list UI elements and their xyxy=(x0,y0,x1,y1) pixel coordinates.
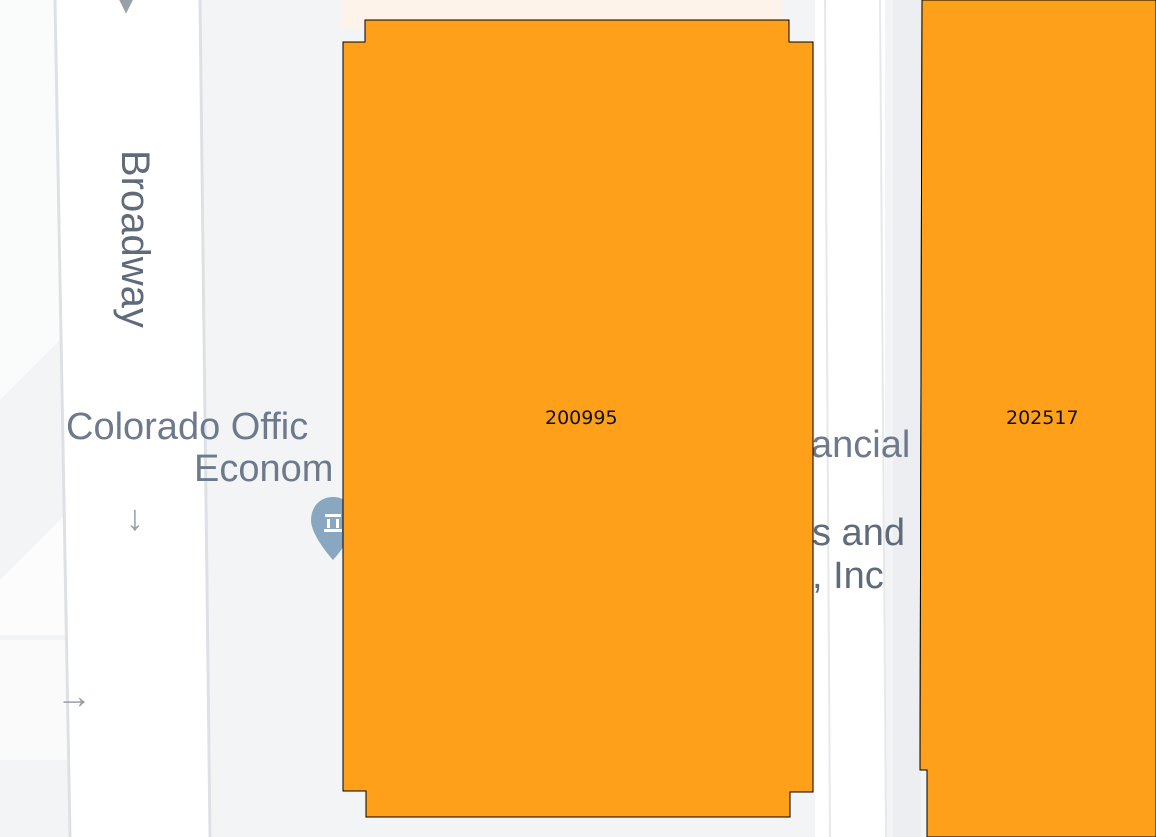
poi-label-services-line2: , Inc xyxy=(812,555,884,597)
street-label-broadway: Broadway xyxy=(113,150,157,328)
poi-label-services-line1: s and xyxy=(812,512,905,554)
poi-label-financial: ancial xyxy=(811,424,911,466)
parcel-id-label: 200995 xyxy=(545,407,618,429)
arrow-down-icon: ↓ xyxy=(126,497,144,538)
parcel-id-label: 202517 xyxy=(1006,407,1079,429)
road-broadway xyxy=(55,0,210,837)
poi-label-office-line2: Econom xyxy=(194,448,334,490)
poi-label-office-line1: Colorado Offic xyxy=(66,406,309,448)
arrow-right-icon: → xyxy=(56,675,92,716)
arrow-up-icon: ▾ xyxy=(117,0,136,22)
block-shape xyxy=(0,510,70,635)
block-shape xyxy=(0,0,70,400)
block-shape xyxy=(0,640,70,760)
